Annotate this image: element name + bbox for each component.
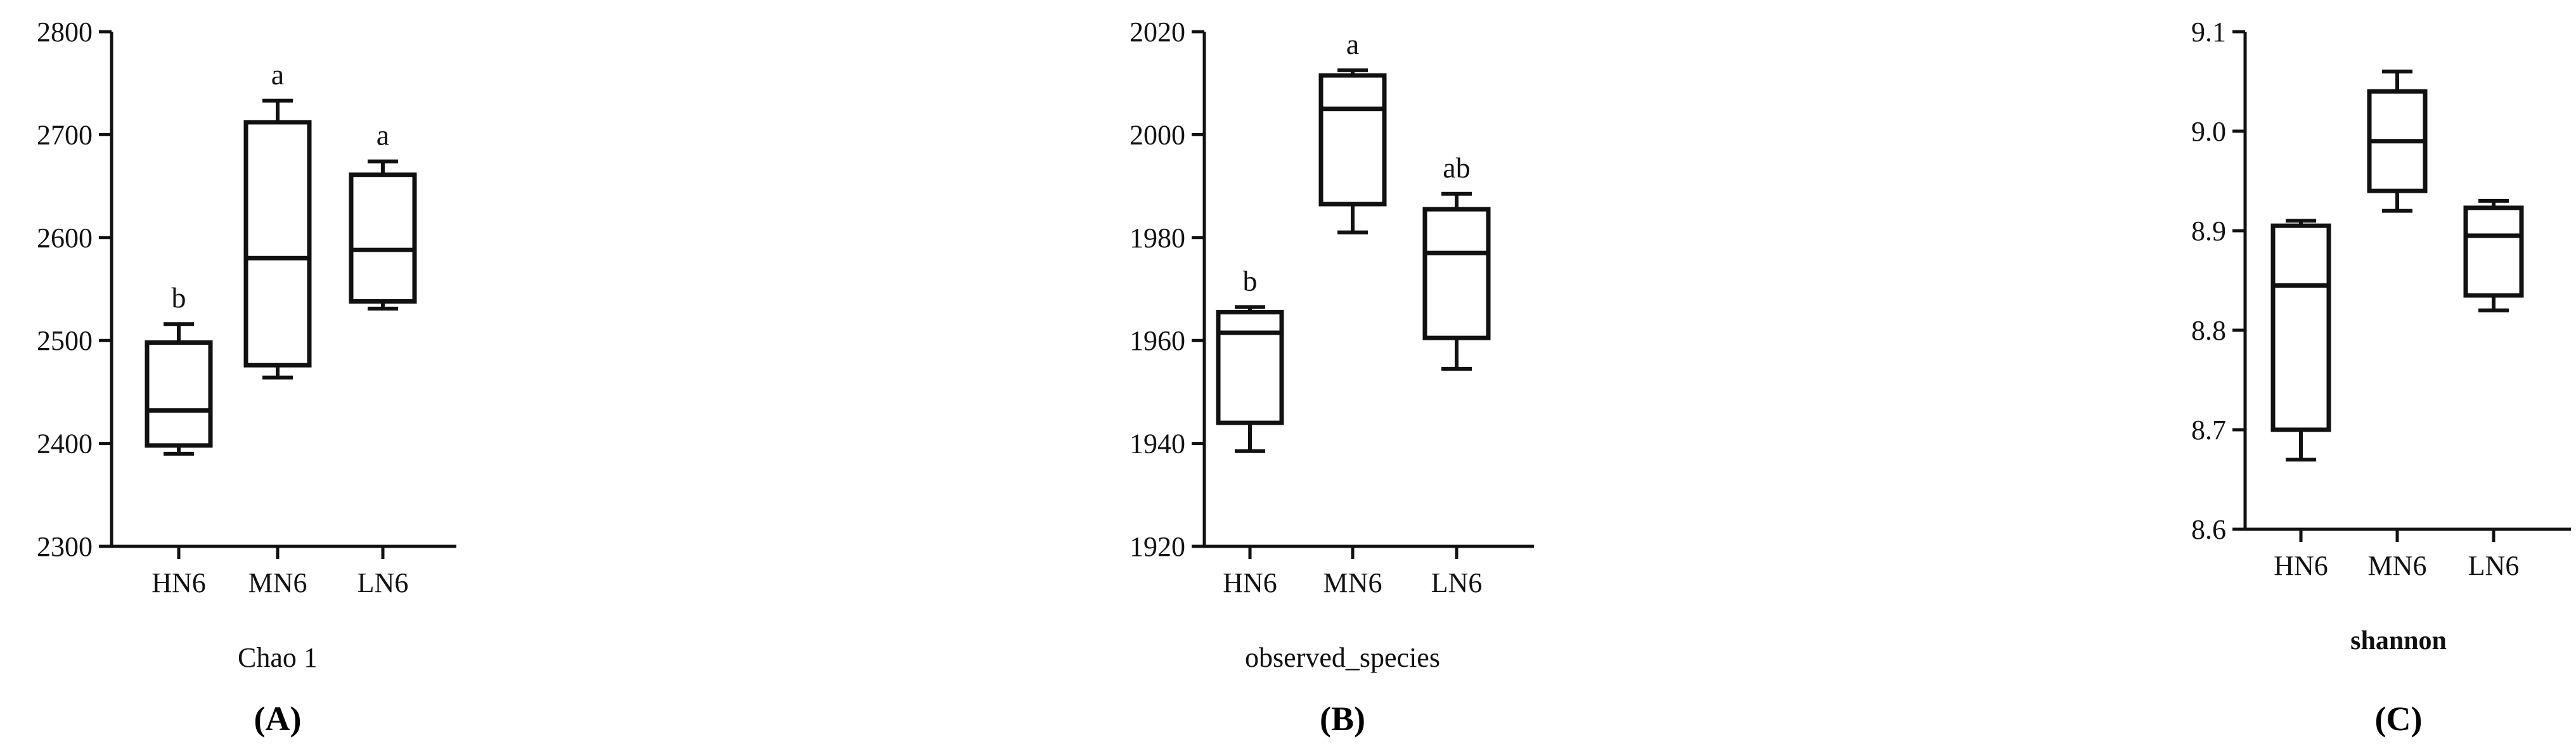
significance-letter: b — [1243, 264, 1258, 297]
y-tick-label: 2400 — [37, 428, 93, 460]
box-ln6: a — [349, 119, 417, 311]
x-axis-title: shannon — [2350, 626, 2447, 655]
y-tick-label: 2700 — [37, 119, 93, 150]
significance-letter: a — [1346, 28, 1359, 60]
y-tick-label: 1980 — [1130, 222, 1185, 254]
y-tick-label: 2800 — [37, 16, 93, 48]
panel-label: (A) — [254, 700, 302, 738]
y-tick-label: 2500 — [37, 325, 93, 356]
panel-label: (B) — [1320, 700, 1365, 738]
box-iqr — [2270, 223, 2331, 432]
y-tick-label: 2300 — [37, 531, 93, 562]
x-tick-label: LN6 — [2468, 550, 2520, 581]
significance-letter: a — [377, 119, 389, 151]
box-iqr — [1318, 73, 1387, 207]
box-ln6 — [2463, 198, 2524, 312]
y-tick-label: 1920 — [1130, 531, 1185, 562]
box-iqr — [145, 340, 213, 448]
box-hn6: b — [145, 281, 213, 456]
box-mn6: a — [1318, 28, 1387, 235]
y-tick-label: 1960 — [1130, 325, 1185, 356]
y-tick-label: 8.9 — [2191, 216, 2226, 247]
x-tick-label: MN6 — [1323, 567, 1382, 598]
box-ln6: ab — [1422, 151, 1491, 371]
y-tick-label: 8.8 — [2191, 315, 2226, 346]
y-tick-label: 2600 — [37, 222, 93, 254]
x-tick-label: HN6 — [1223, 567, 1277, 598]
y-tick-label: 9.1 — [2191, 16, 2226, 48]
x-tick-label: LN6 — [357, 567, 409, 598]
box-iqr — [2463, 205, 2524, 298]
x-axis-title: Chao 1 — [238, 642, 318, 673]
box-iqr — [1422, 207, 1491, 340]
significance-letter: a — [271, 58, 284, 91]
significance-letter: ab — [1443, 151, 1470, 184]
x-tick-label: HN6 — [151, 567, 206, 598]
box-iqr — [1216, 310, 1284, 425]
x-tick-label: MN6 — [2368, 550, 2427, 581]
y-tick-label: 1940 — [1130, 428, 1185, 460]
box-mn6 — [2367, 69, 2428, 213]
x-tick-label: MN6 — [248, 567, 307, 598]
chart-panel-1: 2300 2400 2500 2600 2700 2800 HN6 MN6 LN6 b a a Chao… — [37, 16, 456, 738]
x-axis-title: observed_species — [1245, 642, 1440, 673]
significance-letter: b — [172, 281, 186, 314]
y-tick-label: 8.7 — [2191, 415, 2226, 446]
box-iqr — [349, 172, 417, 304]
y-tick-label: 9.0 — [2191, 116, 2226, 147]
y-tick-label: 8.6 — [2191, 514, 2226, 545]
chart-panel-3: 8.6 8.7 8.8 8.9 9.0 9.1 HN6 MN6 LN6 shannon (C) — [2191, 16, 2571, 738]
x-tick-label: LN6 — [1431, 567, 1483, 598]
box-iqr — [243, 120, 312, 368]
y-tick-label: 2020 — [1130, 16, 1185, 48]
y-tick-label: 2000 — [1130, 119, 1185, 150]
box-hn6 — [2270, 219, 2331, 462]
x-tick-label: HN6 — [2274, 550, 2328, 581]
box-mn6: a — [243, 58, 312, 380]
box-hn6: b — [1216, 264, 1284, 453]
panel-label: (C) — [2375, 700, 2423, 738]
chart-panel-2: 1920 1940 1960 1980 2000 2020 HN6 MN6 LN6 b a ab obs… — [1130, 16, 1534, 738]
